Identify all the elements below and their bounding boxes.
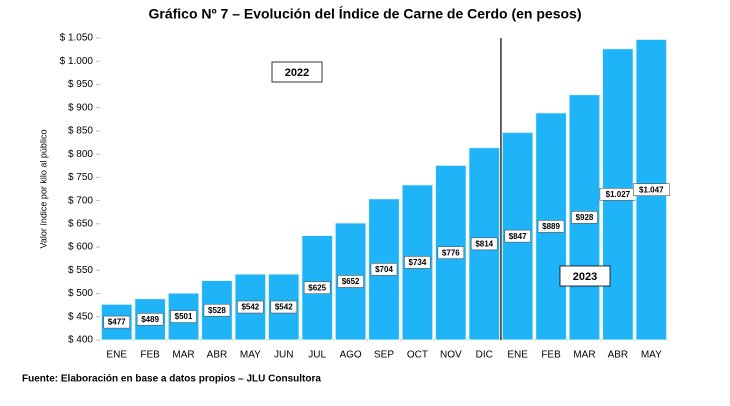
value-label-box — [404, 256, 431, 269]
y-tick-label: $ 950 — [68, 79, 93, 90]
value-label: $542 — [241, 303, 259, 312]
y-axis-label: Valor índice por kilo al público — [38, 130, 48, 249]
source: Fuente: Elaboración en base a datos prop… — [22, 374, 321, 385]
value-label: $501 — [175, 312, 193, 321]
x-tick-label: ENE — [507, 350, 528, 361]
value-label-box — [170, 310, 197, 323]
y-tick-label: $ 1.000 — [60, 56, 94, 67]
annotation: 2022 — [285, 67, 309, 79]
x-tick-label: FEB — [541, 350, 561, 361]
chart-title: Gráfico Nº 7 – Evolución del Índice de C… — [149, 6, 582, 22]
x-tick-label: JUL — [308, 350, 326, 361]
x-tick-label: MAY — [240, 350, 261, 361]
x-tick-label: JUN — [274, 350, 293, 361]
x-tick-label: MAY — [641, 350, 662, 361]
y-tick-label: $ 850 — [68, 126, 93, 137]
value-label: $814 — [475, 239, 493, 248]
x-tick-label: ABR — [608, 350, 629, 361]
y-tick-label: $ 900 — [68, 102, 93, 113]
value-label-box — [136, 313, 164, 326]
value-label: $847 — [509, 232, 527, 241]
y-tick-label: $ 700 — [68, 195, 93, 206]
value-label: $528 — [208, 306, 226, 315]
value-label: $734 — [409, 258, 427, 267]
value-label-box — [437, 246, 465, 259]
y-tick-label: $ 650 — [68, 218, 93, 229]
y-tick-label: $ 400 — [68, 335, 93, 346]
value-label-box — [632, 183, 670, 196]
value-label: $625 — [308, 283, 326, 292]
x-tick-label: ENE — [106, 350, 127, 361]
x-tick-label: ABR — [207, 350, 228, 361]
x-tick-label: AGO — [339, 350, 361, 361]
x-tick-label: MAR — [573, 350, 595, 361]
value-label: $889 — [542, 222, 560, 231]
value-label-box — [370, 263, 398, 276]
y-tick-label: $ 800 — [68, 149, 93, 160]
value-label-box — [504, 229, 531, 243]
y-tick-label: $ 600 — [68, 242, 93, 253]
value-label: $776 — [442, 248, 460, 257]
x-tick-label: FEB — [140, 350, 160, 361]
value-label: $477 — [108, 318, 126, 327]
y-tick-label: $ 500 — [68, 288, 93, 299]
value-label: $1.047 — [639, 185, 664, 194]
value-label-box — [337, 275, 364, 288]
x-tick-label: NOV — [440, 350, 462, 361]
annotation: 2023 — [573, 271, 597, 283]
value-label: $704 — [375, 265, 393, 274]
x-tick-label: SEP — [374, 350, 394, 361]
value-label-box — [237, 300, 264, 314]
y-tick-label: $ 450 — [68, 311, 93, 322]
value-label-box — [303, 281, 331, 295]
x-tick-label: DIC — [476, 350, 493, 361]
value-label: $928 — [576, 213, 594, 222]
y-tick-label: $ 550 — [68, 265, 93, 276]
value-label: $489 — [141, 315, 159, 324]
x-tick-label: MAR — [172, 350, 194, 361]
value-label-box — [270, 300, 298, 314]
value-label: $542 — [275, 303, 293, 312]
value-label-box — [103, 315, 131, 329]
value-label-box — [537, 220, 565, 233]
value-label: $652 — [342, 277, 360, 286]
annotation-box — [271, 61, 323, 83]
value-label-box — [470, 237, 498, 251]
value-label-box — [203, 303, 231, 317]
y-tick-label: $ 750 — [68, 172, 93, 183]
value-label: $1.027 — [606, 190, 631, 199]
y-tick-label: $ 1.050 — [60, 33, 94, 44]
x-tick-label: OCT — [407, 350, 428, 361]
value-label-box — [571, 211, 598, 224]
annotation-box — [559, 265, 611, 287]
